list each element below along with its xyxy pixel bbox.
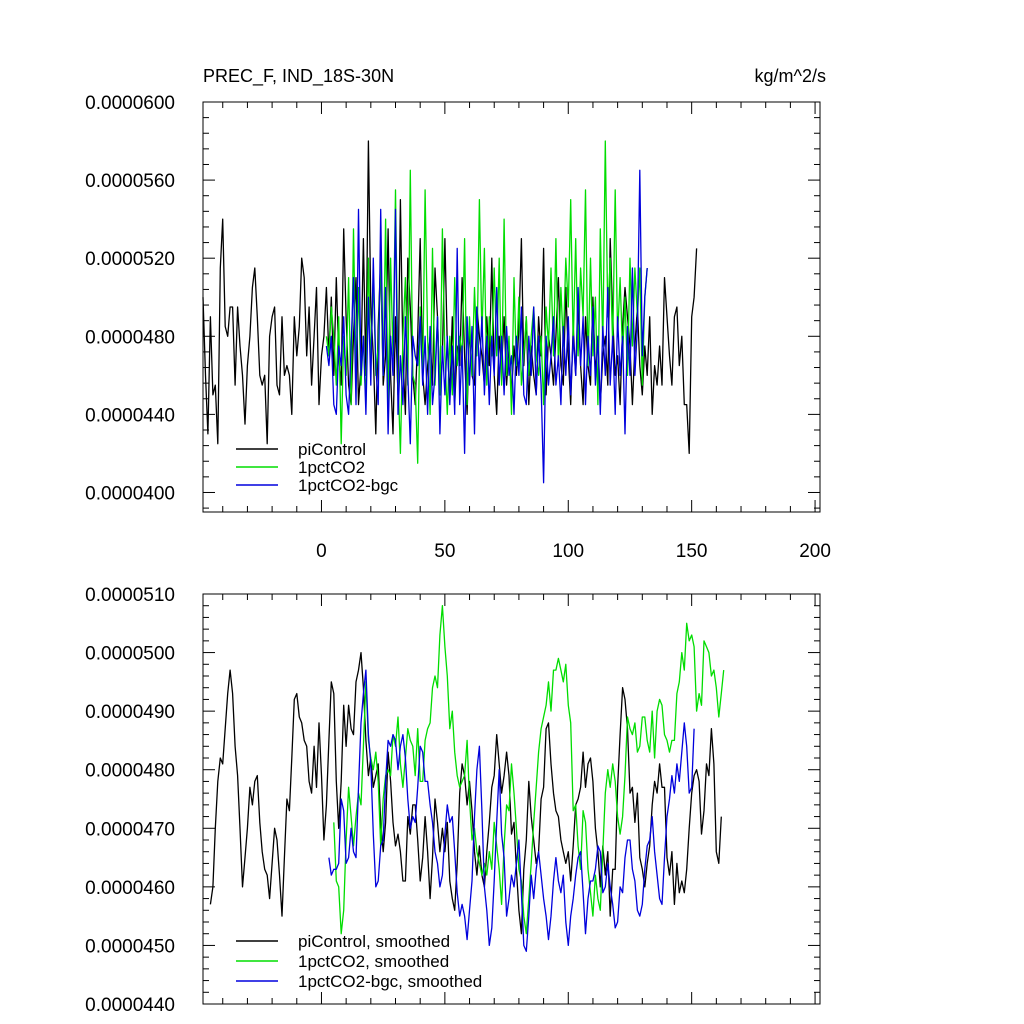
top-x-tick-label: 150 <box>676 541 708 562</box>
top-y-tick-label: 0.0000520 <box>85 249 175 270</box>
top-y-tick-labels: 0.0000400 0.0000440 0.0000480 0.0000520 0.00… <box>85 93 175 504</box>
bottom-y-tick-labels: 0.0000440 0.0000450 0.0000460 0.0000470 0.00… <box>85 585 175 1016</box>
bottom-y-tick-label: 0.0000460 <box>85 878 175 899</box>
bottom-series-line-0 <box>209 651 722 935</box>
top-x-tick-label: 100 <box>552 541 584 562</box>
top-panel: PREC_F, IND_18S-30N kg/m^2/s 0.00004000.… <box>85 66 831 562</box>
top-legend-label: 1pctCO2 <box>298 458 365 477</box>
top-x-tick-label: 50 <box>434 541 455 562</box>
bottom-series-line-1 <box>333 605 725 935</box>
bottom-y-tick-label: 0.0000510 <box>85 585 175 606</box>
bottom-y-tick-label: 0.0000470 <box>85 819 175 840</box>
top-legend-label: piControl <box>298 440 366 459</box>
bottom-y-tick-label: 0.0000440 <box>85 995 175 1016</box>
bottom-series-lines <box>209 605 725 952</box>
top-plot-frame <box>202 101 821 513</box>
bottom-y-tick-label: 0.0000490 <box>85 702 175 723</box>
top-chart-title: PREC_F, IND_18S-30N <box>203 66 394 87</box>
top-series-lines <box>202 140 698 484</box>
top-series-line-0 <box>202 140 698 455</box>
bottom-ticks <box>203 593 820 1005</box>
bottom-legend-label: 1pctCO2, smoothed <box>298 952 449 971</box>
bottom-legend-label: piControl, smoothed <box>298 932 450 951</box>
top-y-tick-label: 0.0000480 <box>85 327 175 348</box>
bottom-legend-label: 1pctCO2-bgc, smoothed <box>298 972 482 991</box>
top-y-tick-label: 0.0000600 <box>85 93 175 114</box>
bottom-y-tick-label: 0.0000500 <box>85 644 175 665</box>
top-y-tick-label: 0.0000400 <box>85 483 175 504</box>
bottom-panel: 0.0000440 0.0000450 0.0000460 0.0000470 0.00… <box>85 585 821 1016</box>
top-ticks <box>203 101 820 512</box>
bottom-y-tick-label: 0.0000480 <box>85 761 175 782</box>
top-x-tick-label: 200 <box>799 541 831 562</box>
top-series-line-2 <box>325 169 648 484</box>
top-legend-label: 1pctCO2-bgc <box>298 476 399 495</box>
top-y-tick-label: 0.0000560 <box>85 171 175 192</box>
bottom-y-tick-label: 0.0000450 <box>85 936 175 957</box>
top-chart-units: kg/m^2/s <box>755 66 826 86</box>
bottom-series-line-2 <box>328 669 695 952</box>
bottom-plot-frame <box>202 593 821 1005</box>
top-x-tick-labels: 0 50 100 150 200 <box>316 541 831 562</box>
top-x-tick-label: 0 <box>316 541 327 562</box>
top-y-tick-label: 0.0000440 <box>85 405 175 426</box>
